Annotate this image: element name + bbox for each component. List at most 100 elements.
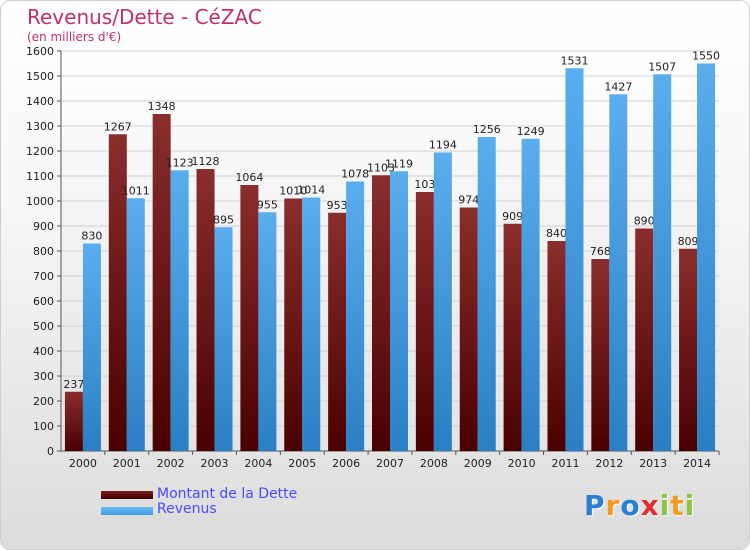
- bar-dette: [196, 169, 215, 451]
- bar-dette: [459, 207, 478, 451]
- data-label-dette: 237: [63, 378, 84, 391]
- y-tick-label: 200: [33, 395, 54, 408]
- bar-revenus: [346, 181, 365, 451]
- bar-revenus: [433, 152, 452, 451]
- bar-revenus: [477, 137, 496, 451]
- data-label-revenus: 1256: [473, 123, 501, 136]
- bar-revenus: [82, 243, 101, 451]
- data-label-dette: 974: [458, 194, 479, 207]
- data-label-dette: 840: [546, 227, 567, 240]
- y-tick-label: 1500: [26, 70, 54, 83]
- bar-dette: [547, 241, 566, 451]
- logo-letter: i: [684, 489, 696, 522]
- data-label-dette: 1103: [367, 161, 395, 174]
- data-label-revenus: 1123: [166, 156, 194, 169]
- bar-dette: [284, 198, 303, 451]
- x-tick-label: 2012: [595, 457, 623, 470]
- data-label-revenus: 1119: [385, 157, 413, 170]
- bar-revenus: [653, 74, 672, 451]
- x-tick-label: 2008: [420, 457, 448, 470]
- data-label-revenus: 1249: [517, 125, 545, 138]
- data-label-dette: 953: [327, 199, 348, 212]
- data-label-revenus: 1550: [692, 50, 720, 63]
- x-tick-label: 2013: [639, 457, 667, 470]
- x-tick-label: 2001: [113, 457, 141, 470]
- bar-dette: [328, 212, 347, 451]
- bar-dette: [372, 175, 390, 451]
- y-tick-label: 1100: [26, 170, 54, 183]
- legend-swatch-dette: [101, 491, 153, 499]
- data-label-revenus: 1194: [429, 139, 457, 152]
- data-label-dette: 768: [590, 245, 611, 258]
- y-tick-label: 1400: [26, 95, 54, 108]
- bar-dette: [152, 114, 171, 451]
- logo-letter: r: [605, 489, 621, 522]
- bar-revenus: [126, 198, 145, 451]
- data-label-dette: 1348: [148, 100, 176, 113]
- x-tick-label: 2003: [201, 457, 229, 470]
- x-tick-label: 2007: [376, 457, 404, 470]
- y-tick-label: 600: [33, 295, 54, 308]
- bar-dette: [679, 248, 698, 451]
- logo-letter: t: [670, 489, 685, 522]
- y-tick-label: 900: [33, 220, 54, 233]
- data-label-revenus: 1014: [297, 184, 325, 197]
- data-label-revenus: 1011: [122, 184, 150, 197]
- bar-revenus: [609, 94, 628, 451]
- data-label-revenus: 955: [257, 198, 278, 211]
- legend-label-dette: Montant de la Dette: [157, 486, 298, 502]
- y-tick-label: 500: [33, 320, 54, 333]
- y-tick-label: 1300: [26, 120, 54, 133]
- data-label-dette: 1267: [104, 120, 132, 133]
- logo-letter: o: [620, 489, 641, 522]
- bar-revenus: [697, 63, 716, 451]
- y-tick-label: 1000: [26, 195, 54, 208]
- bar-dette: [64, 391, 83, 451]
- data-label-dette: 1064: [235, 171, 263, 184]
- data-label-revenus: 1507: [648, 60, 676, 73]
- data-label-dette: 103: [414, 178, 435, 191]
- bar-revenus: [565, 68, 584, 451]
- logo-letter: P: [584, 489, 606, 522]
- x-tick-label: 2002: [157, 457, 185, 470]
- x-tick-label: 2011: [551, 457, 579, 470]
- data-label-revenus: 830: [81, 230, 102, 243]
- y-tick-label: 700: [33, 270, 54, 283]
- bar-revenus: [302, 197, 321, 451]
- x-tick-label: 2010: [508, 457, 536, 470]
- data-label-dette: 1128: [192, 155, 220, 168]
- data-label-dette: 1010: [279, 185, 307, 198]
- bar-dette: [240, 185, 259, 451]
- logo-letter: i: [659, 489, 671, 522]
- chart-subtitle: (en milliers d'€): [27, 30, 122, 44]
- y-tick-label: 400: [33, 345, 54, 358]
- data-label-revenus: 1531: [560, 54, 588, 67]
- y-tick-label: 1600: [26, 45, 54, 58]
- data-label-revenus: 1078: [341, 168, 369, 181]
- bar-dette: [503, 223, 522, 451]
- bar-revenus: [214, 227, 233, 451]
- x-tick-label: 2005: [288, 457, 316, 470]
- bar-revenus: [258, 212, 277, 451]
- data-label-dette: 890: [634, 215, 655, 228]
- y-tick-label: 1200: [26, 145, 54, 158]
- chart-title: Revenus/Dette - CéZAC: [27, 5, 262, 29]
- bar-dette: [108, 134, 127, 451]
- x-tick-label: 2000: [69, 457, 97, 470]
- data-label-revenus: 895: [213, 213, 234, 226]
- bar-dette: [415, 192, 434, 451]
- y-tick-label: 300: [33, 370, 54, 383]
- x-tick-label: 2014: [683, 457, 711, 470]
- proxiti-logo: Proxiti: [584, 489, 695, 522]
- x-tick-label: 2006: [332, 457, 360, 470]
- y-tick-label: 800: [33, 245, 54, 258]
- bar-dette: [635, 228, 654, 451]
- bar-revenus: [521, 138, 540, 451]
- bar-revenus: [170, 170, 189, 451]
- bar-revenus: [390, 171, 408, 451]
- data-label-dette: 909: [502, 210, 523, 223]
- logo-letter: x: [640, 489, 660, 522]
- bar-dette: [591, 259, 610, 451]
